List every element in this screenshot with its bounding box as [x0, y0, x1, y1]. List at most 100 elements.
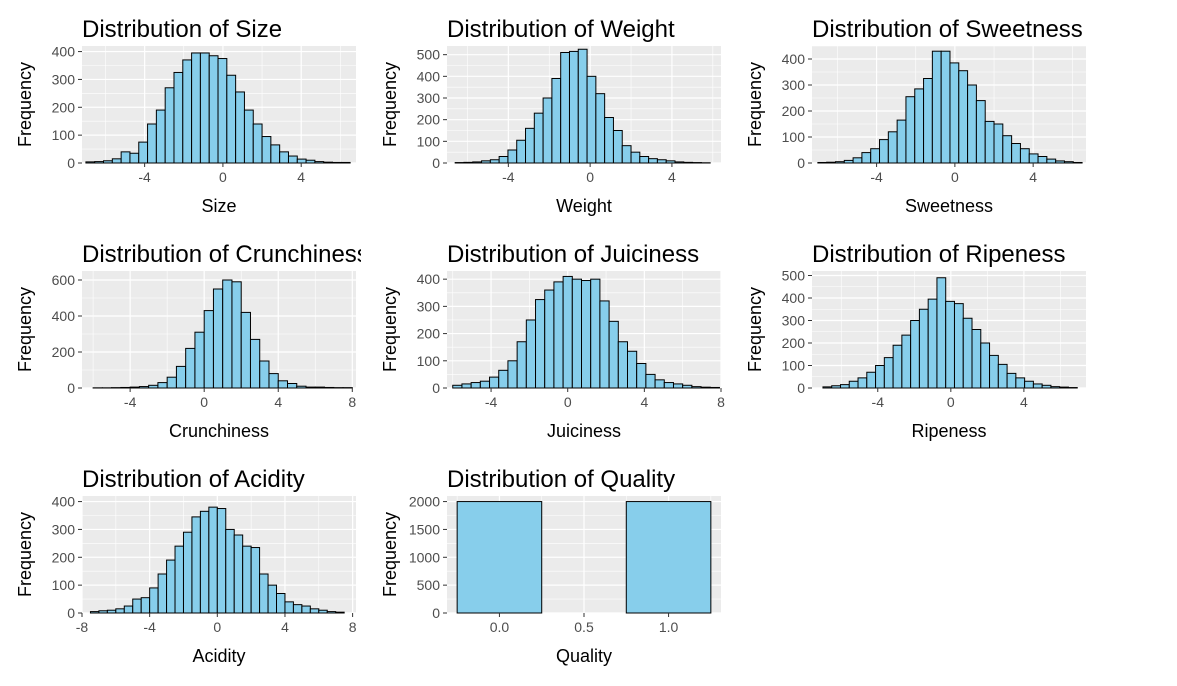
histogram-bar — [103, 160, 113, 164]
histogram-bar — [535, 299, 546, 389]
x-tick-label: 0 — [951, 169, 959, 185]
histogram-bar — [516, 139, 527, 164]
x-tick-label: -4 — [872, 394, 885, 410]
y-tick-label: 0 — [67, 380, 75, 396]
histogram-bar — [967, 84, 977, 164]
histogram-bar — [630, 151, 641, 164]
y-tick-label: 200 — [52, 344, 76, 360]
histogram-bar — [553, 281, 564, 389]
y-tick-label: 400 — [782, 51, 806, 67]
y-tick-label: 0 — [432, 605, 440, 621]
y-tick-label: 0 — [797, 155, 805, 171]
histogram-bar — [222, 279, 233, 389]
histogram-bar — [279, 151, 289, 164]
histogram-bar — [621, 145, 632, 164]
histogram-bar — [301, 605, 311, 614]
histogram-bar — [332, 161, 342, 164]
histogram-bar — [212, 288, 224, 389]
x-axis-label: Sweetness — [905, 196, 993, 216]
x-tick-label: -4 — [870, 169, 883, 185]
x-tick-label: 4 — [668, 169, 676, 185]
y-tick-label: 500 — [417, 47, 441, 63]
histogram-bar — [147, 123, 157, 164]
y-tick-label: 1000 — [409, 549, 440, 565]
histogram-bar — [138, 141, 149, 164]
y-tick-label: 300 — [782, 77, 806, 93]
histogram-bar — [857, 377, 868, 389]
histogram-bar — [1024, 380, 1034, 389]
x-tick-label: 1.0 — [659, 619, 679, 635]
y-tick-label: 1500 — [409, 521, 440, 537]
histogram-bar — [507, 360, 518, 389]
histogram-bar — [276, 593, 286, 614]
histogram-bar — [240, 311, 251, 389]
chart-svg: -4 0 4 0 100 200 300 400 500 Distribution of Ripe… — [745, 241, 1086, 441]
histogram-bar — [252, 123, 263, 164]
histogram-bar — [138, 386, 150, 389]
histogram-bar — [612, 130, 623, 164]
x-tick-label: 0 — [200, 394, 208, 410]
histogram-bar — [542, 97, 553, 164]
y-tick-label: 200 — [782, 103, 806, 119]
histogram-bar — [194, 331, 205, 389]
histogram-bar — [1011, 143, 1021, 164]
histogram-bar — [870, 148, 881, 164]
histogram-bar — [648, 158, 658, 164]
histogram-bar — [106, 609, 117, 614]
histogram-bar — [98, 610, 108, 614]
histogram-bar — [997, 363, 1008, 389]
histogram-bar — [682, 384, 693, 389]
histogram-bar — [226, 74, 237, 164]
histogram-bar — [498, 369, 509, 389]
histogram-bar — [120, 386, 131, 389]
y-tick-label: 100 — [417, 133, 441, 149]
histogram-bar — [975, 100, 986, 164]
y-tick-label: 100 — [782, 129, 806, 145]
histogram-bar — [157, 573, 168, 614]
x-tick-label: -4 — [138, 169, 151, 185]
histogram-bar — [249, 338, 261, 389]
y-tick-label: 600 — [52, 272, 76, 288]
histogram-bar — [157, 382, 168, 389]
histogram-bar — [111, 158, 122, 164]
histogram-bar — [287, 383, 298, 389]
chart-ripeness: -4 0 4 0 100 200 300 400 500 Distribution of Ripe… — [730, 225, 1095, 450]
histogram-bar — [305, 386, 316, 389]
histogram-bar — [129, 152, 140, 164]
x-tick-label: 0.0 — [490, 619, 510, 635]
x-tick-label: 0 — [564, 394, 572, 410]
histogram-bar — [191, 52, 201, 164]
histogram-bar — [456, 501, 543, 614]
histogram-bar — [174, 545, 184, 614]
y-tick-label: 100 — [417, 353, 441, 369]
x-tick-label: 8 — [349, 619, 357, 635]
histogram-bar — [525, 319, 537, 389]
x-axis-label: Size — [201, 196, 236, 216]
chart-title: Distribution of Quality — [447, 466, 675, 493]
histogram-bar — [182, 59, 193, 164]
x-tick-label: 0 — [586, 169, 594, 185]
chart-svg: -4 0 4 0 100 200 300 400 500 Distribution of Weig… — [380, 16, 721, 216]
histogram-bar — [905, 96, 916, 164]
histogram-bar — [980, 342, 991, 389]
x-tick-label: -4 — [485, 394, 498, 410]
y-axis-label: Frequency — [15, 62, 35, 147]
histogram-bar — [166, 376, 177, 389]
x-tick-label: -4 — [124, 394, 137, 410]
y-tick-label: 2000 — [409, 494, 440, 510]
histogram-bar — [208, 506, 218, 614]
histogram-bar — [1046, 158, 1057, 164]
histogram-bar — [896, 119, 907, 164]
histogram-bar — [958, 70, 969, 164]
y-tick-label: 0 — [432, 155, 440, 171]
chart-title: Distribution of Crunchiness — [82, 241, 369, 268]
y-tick-label: 400 — [417, 68, 441, 84]
y-tick-label: 500 — [782, 268, 806, 284]
x-tick-label: -4 — [143, 619, 156, 635]
histogram-bar — [85, 161, 96, 164]
histogram-bar — [848, 380, 859, 389]
histogram-bar — [663, 382, 674, 389]
x-tick-label: 8 — [348, 394, 356, 410]
x-axis-label: Acidity — [192, 646, 245, 666]
histogram-bar — [1028, 153, 1039, 164]
